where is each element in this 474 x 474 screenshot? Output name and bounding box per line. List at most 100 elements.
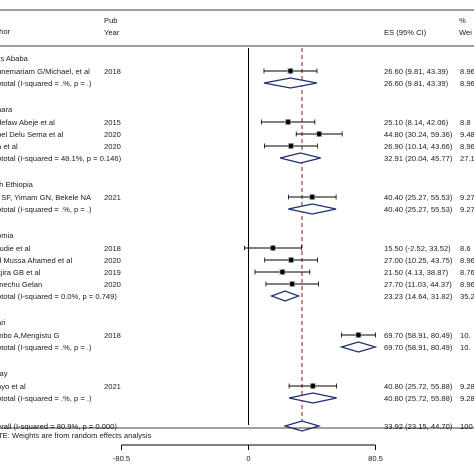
study-weight: 9.28 xyxy=(460,382,474,391)
study-name: bel Delu Sema et al xyxy=(0,130,64,139)
study-year: 2020 xyxy=(104,130,121,139)
study-point xyxy=(289,281,295,287)
study-es-text: 25.10 (8.14, 42.06) xyxy=(384,118,449,127)
study-year: 2018 xyxy=(104,67,121,76)
header-es: ES (95% CI) xyxy=(384,28,427,37)
study-year: 2021 xyxy=(104,193,121,202)
study-point xyxy=(316,131,322,137)
study-es-text: 21.50 (4.13, 38.87) xyxy=(384,268,449,277)
subtotal-diamond xyxy=(288,203,337,215)
header-year: Year xyxy=(104,28,120,37)
study-year: 2020 xyxy=(104,256,121,265)
group-label: ari xyxy=(0,318,6,327)
x-axis: -80.5 0 80.5 xyxy=(113,444,383,463)
header-pub: Pub xyxy=(104,16,118,25)
overall-es-text: 33.92 (23.15, 44.70) xyxy=(384,422,453,431)
study-weight: 8.76 xyxy=(460,268,474,277)
overall-diamond xyxy=(282,420,322,432)
x-tick-label: 0 xyxy=(246,454,250,463)
study-year: 2019 xyxy=(104,268,121,277)
study-point xyxy=(288,143,294,149)
study-es-text: 26.90 (10.14, 43.66) xyxy=(384,142,453,151)
study-point xyxy=(356,332,361,338)
study-es-text: 69.70 (58.91, 80.49) xyxy=(384,331,453,340)
subtotal-es-text: 26.60 (9.81, 43.39) xyxy=(384,79,449,88)
study-name: mbo A,Mengistu G xyxy=(0,331,60,340)
study-es-text: 15.50 (-2.52, 33.52) xyxy=(384,244,451,253)
footnote: TE: Weights are from random effects anal… xyxy=(0,431,152,440)
subtotal-es-text: 40.80 (25.72, 55.88) xyxy=(384,394,453,403)
header-study: thor xyxy=(0,27,11,36)
subtotal-weight: 10. xyxy=(460,343,471,352)
study-name: kjira GB et al xyxy=(0,268,41,277)
header-weight: Wei xyxy=(459,28,472,37)
subtotal-es-text: 69.70 (58.91, 80.49) xyxy=(384,343,453,352)
study-weight: 10. xyxy=(460,331,471,340)
study-weight: 8.96 xyxy=(460,280,474,289)
study-name: rudie et al xyxy=(0,244,31,253)
study-year: 2021 xyxy=(104,382,121,391)
subtotal-es-text: 23.23 (14.64, 31.82) xyxy=(384,292,453,301)
subtotal-weight: 9.28 xyxy=(460,394,474,403)
study-weight: 9.48 xyxy=(460,130,474,139)
subtotal-label: ototal (I-squared = 0.0%, p = 0.749) xyxy=(0,292,117,301)
study-weight: 9.27 xyxy=(460,193,474,202)
study-name: defaw Abeje et al xyxy=(0,118,55,127)
study-point xyxy=(285,119,291,125)
study-es-text: 40.80 (25.72, 55.88) xyxy=(384,382,453,391)
subtotal-weight: 35.2 xyxy=(460,292,474,301)
study-year: 2020 xyxy=(104,142,121,151)
x-tick-label: -80.5 xyxy=(113,454,130,463)
study-es-text: 27.00 (10.25, 43.75) xyxy=(384,256,453,265)
subtotal-weight: 9.27 xyxy=(460,205,474,214)
study-es-text: 44.80 (30.24, 59.36) xyxy=(384,130,453,139)
subtotal-label: ototal (I-squared = 48.1%, p = 0.146) xyxy=(0,154,122,163)
study-point xyxy=(309,194,315,200)
subtotal-weight: 27.1 xyxy=(460,154,474,163)
study-point xyxy=(270,245,276,251)
study-weight: 8.96 xyxy=(460,256,474,265)
study-weight: 8.96 xyxy=(460,142,474,151)
study-weight: 8.6 xyxy=(460,244,471,253)
study-year: 2018 xyxy=(104,244,121,253)
study-es-text: 40.40 (25.27, 55.53) xyxy=(384,193,453,202)
study-point xyxy=(288,68,293,74)
group-label: omia xyxy=(0,231,14,240)
study-name: d Mussa Ahamed et al xyxy=(0,256,72,265)
subtotal-es-text: 40.40 (25.27, 55.53) xyxy=(384,205,453,214)
study-year: 2020 xyxy=(104,280,121,289)
subtotal-diamond xyxy=(288,392,337,404)
study-name: ayo et al xyxy=(0,382,26,391)
x-tick-label: 80.5 xyxy=(368,454,383,463)
study-name: a et al xyxy=(0,142,18,151)
forest-rows: lis Ababa unemariam G/Michael, et al 2018 2… xyxy=(0,48,474,432)
group-label: lis Ababa xyxy=(0,54,29,63)
subtotal-diamond xyxy=(279,152,321,164)
study-point xyxy=(288,257,294,263)
study-weight: 8.8 xyxy=(460,118,471,127)
study-name: mechu Gelan xyxy=(0,280,42,289)
subtotal-label: ototal (I-squared = .%, p = .) xyxy=(0,394,92,403)
study-point xyxy=(280,269,285,275)
subtotal-weight: 8.96 xyxy=(460,79,474,88)
study-weight: 8.96 xyxy=(460,67,474,76)
subtotal-diamond xyxy=(339,341,378,353)
study-year: 2015 xyxy=(104,118,121,127)
subtotal-es-text: 32.91 (20.04, 45.77) xyxy=(384,154,453,163)
overall-label: erall (I-squared = 80.9%, p = 0.000) xyxy=(0,422,117,431)
overall-weight: 100 xyxy=(460,422,473,431)
study-es-text: 27.70 (11.03, 44.37) xyxy=(384,280,452,289)
study-year: 2018 xyxy=(104,331,121,340)
subtotal-label: ototal (I-squared = .%, p = .) xyxy=(0,205,92,214)
study-es-text: 26.60 (9.81, 43.39) xyxy=(384,67,449,76)
subtotal-label: ototal (I-squared = .%, p = .) xyxy=(0,343,92,352)
subtotal-diamond xyxy=(269,290,301,302)
group-label: th Ethiopia xyxy=(0,180,34,189)
group-label: ray xyxy=(0,369,8,378)
study-name: , SF, Yimam GN, Bekele NA xyxy=(0,193,92,202)
group-label: hara xyxy=(0,105,13,114)
study-name: unemariam G/Michael, et al xyxy=(0,67,90,76)
subtotal-diamond xyxy=(263,77,318,89)
header-pct: % xyxy=(459,16,466,25)
